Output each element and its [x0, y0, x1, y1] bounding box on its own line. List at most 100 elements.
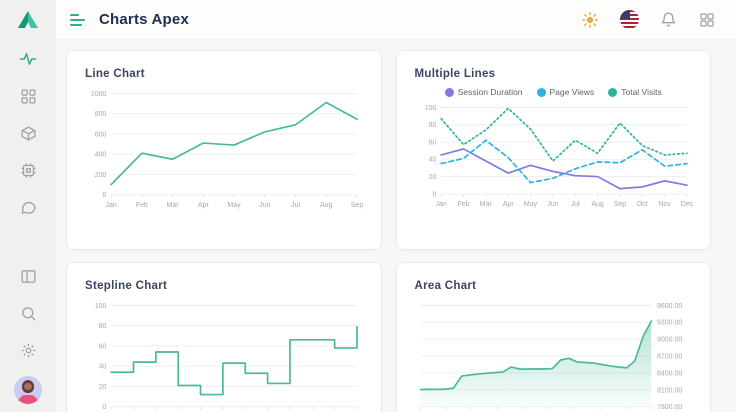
activity-icon — [19, 53, 37, 65]
sidebar-item-system[interactable] — [17, 159, 39, 181]
svg-text:8100.00: 8100.00 — [656, 387, 681, 394]
grid-icon — [20, 88, 36, 104]
area-chart: 7800.00 8100.00 8400.00 8700.00 9000.00 9300.… — [419, 303, 682, 411]
svg-text:80: 80 — [428, 122, 436, 129]
main-content: Line Chart 0 200 400 600 800 1000 Jan Feb Mar Apr… — [56, 40, 736, 412]
header: Charts Apex — [56, 0, 736, 40]
svg-text:1000: 1000 — [91, 91, 107, 98]
theme-toggle-button[interactable] — [579, 9, 601, 31]
svg-text:Aug: Aug — [320, 202, 333, 209]
avatar-face — [24, 383, 32, 390]
svg-text:7800.00: 7800.00 — [656, 404, 681, 411]
apps-button[interactable] — [696, 9, 718, 31]
svg-text:0: 0 — [103, 192, 107, 199]
sidebar-item-settings[interactable] — [17, 339, 39, 361]
svg-text:0: 0 — [103, 404, 107, 411]
multiple-lines-chart: 0 20 40 60 80 100 Jan Feb Mar Apr May Jun Jul Aug Sep O… — [424, 105, 693, 208]
svg-text:60: 60 — [99, 343, 107, 350]
svg-text:20: 20 — [99, 384, 107, 391]
svg-text:9600.00: 9600.00 — [656, 303, 681, 310]
svg-text:Jun: Jun — [547, 201, 558, 208]
header-actions — [579, 9, 718, 31]
svg-text:200: 200 — [95, 172, 107, 179]
svg-text:Apr: Apr — [198, 202, 210, 209]
hamburger-menu-icon[interactable] — [70, 13, 85, 26]
svg-text:9000.00: 9000.00 — [656, 337, 681, 344]
stepline-chart-card: Stepline Chart 0 20 40 60 80 100 — [66, 262, 382, 412]
legend-label: Total Visits — [621, 87, 662, 97]
cpu-icon — [20, 162, 36, 178]
legend-label: Page Views — [549, 87, 595, 97]
svg-text:Apr: Apr — [502, 201, 514, 208]
svg-text:Sep: Sep — [613, 201, 626, 208]
cube-icon — [20, 125, 36, 141]
svg-text:May: May — [227, 202, 241, 209]
svg-text:400: 400 — [95, 152, 107, 159]
chart-legend: Session Duration Page Views Total Visits — [413, 84, 695, 100]
svg-text:800: 800 — [95, 111, 107, 118]
svg-text:Feb: Feb — [457, 201, 469, 208]
sidebar-nav — [17, 48, 39, 218]
svg-text:Feb: Feb — [136, 202, 148, 209]
svg-text:60: 60 — [428, 139, 436, 146]
legend-item[interactable]: Session Duration — [444, 87, 523, 97]
chat-icon — [20, 201, 36, 214]
sidebar-item-components[interactable] — [17, 122, 39, 144]
line-chart: 0 200 400 600 800 1000 Jan Feb Mar Apr May Jun Jul Au… — [91, 91, 364, 209]
sidebar-bottom-nav — [14, 265, 42, 412]
svg-text:8700.00: 8700.00 — [656, 353, 681, 360]
svg-text:Mar: Mar — [479, 201, 492, 208]
svg-text:Sep: Sep — [351, 202, 364, 209]
bell-icon — [661, 12, 675, 27]
legend-item[interactable]: Page Views — [536, 87, 595, 97]
svg-text:Jan: Jan — [435, 201, 446, 208]
sidebar — [0, 0, 56, 412]
app-logo[interactable] — [0, 0, 56, 40]
apps-grid-icon — [700, 12, 714, 27]
svg-text:Mar: Mar — [167, 202, 180, 209]
search-icon — [21, 306, 36, 321]
legend-dot — [536, 87, 546, 97]
svg-text:Dec: Dec — [680, 201, 693, 208]
card-title: Stepline Chart — [85, 280, 168, 292]
svg-text:100: 100 — [424, 105, 436, 112]
user-avatar[interactable] — [14, 376, 42, 404]
avatar-body — [18, 395, 38, 404]
svg-text:Jul: Jul — [570, 201, 579, 208]
svg-text:0: 0 — [432, 191, 436, 198]
flag-canton — [619, 10, 630, 19]
page-title: Charts Apex — [99, 11, 190, 28]
language-button[interactable] — [618, 9, 640, 31]
sidebar-item-chat[interactable] — [17, 196, 39, 218]
us-flag-icon — [619, 10, 639, 29]
svg-text:Jun: Jun — [259, 202, 270, 209]
line-chart-card: Line Chart 0 200 400 600 800 1000 Jan Feb Mar Apr… — [66, 50, 382, 250]
multiple-lines-card: Multiple Lines Session Duration Page View… — [395, 50, 711, 250]
legend-label: Session Duration — [457, 87, 523, 97]
svg-text:20: 20 — [428, 174, 436, 181]
svg-text:Jul: Jul — [291, 202, 300, 209]
card-title: Line Chart — [85, 68, 145, 80]
svg-text:May: May — [523, 201, 537, 208]
notifications-button[interactable] — [657, 9, 679, 31]
sun-icon — [582, 11, 598, 28]
legend-item[interactable]: Total Visits — [608, 87, 662, 97]
legend-dot — [608, 87, 618, 97]
svg-text:600: 600 — [95, 131, 107, 138]
sidebar-item-docs[interactable] — [17, 265, 39, 287]
area-chart-card: Area Chart 7800.00 8100.00 8400.00 8700.00 9… — [395, 262, 711, 412]
chart-cards-grid: Line Chart 0 200 400 600 800 1000 Jan Feb Mar Apr… — [66, 50, 711, 412]
svg-text:Aug: Aug — [591, 201, 604, 208]
svg-text:Jan: Jan — [106, 202, 117, 209]
stepline-chart: 0 20 40 60 80 100 — [95, 303, 358, 411]
svg-text:40: 40 — [99, 364, 107, 371]
triangle-logo-icon — [18, 11, 38, 28]
svg-text:Nov: Nov — [658, 201, 671, 208]
svg-text:80: 80 — [99, 323, 107, 330]
svg-text:100: 100 — [95, 303, 107, 310]
sidebar-item-activity[interactable] — [17, 48, 39, 70]
svg-text:8400.00: 8400.00 — [656, 370, 681, 377]
sidebar-item-search[interactable] — [17, 302, 39, 324]
sidebar-item-widgets[interactable] — [17, 85, 39, 107]
svg-text:40: 40 — [428, 157, 436, 164]
